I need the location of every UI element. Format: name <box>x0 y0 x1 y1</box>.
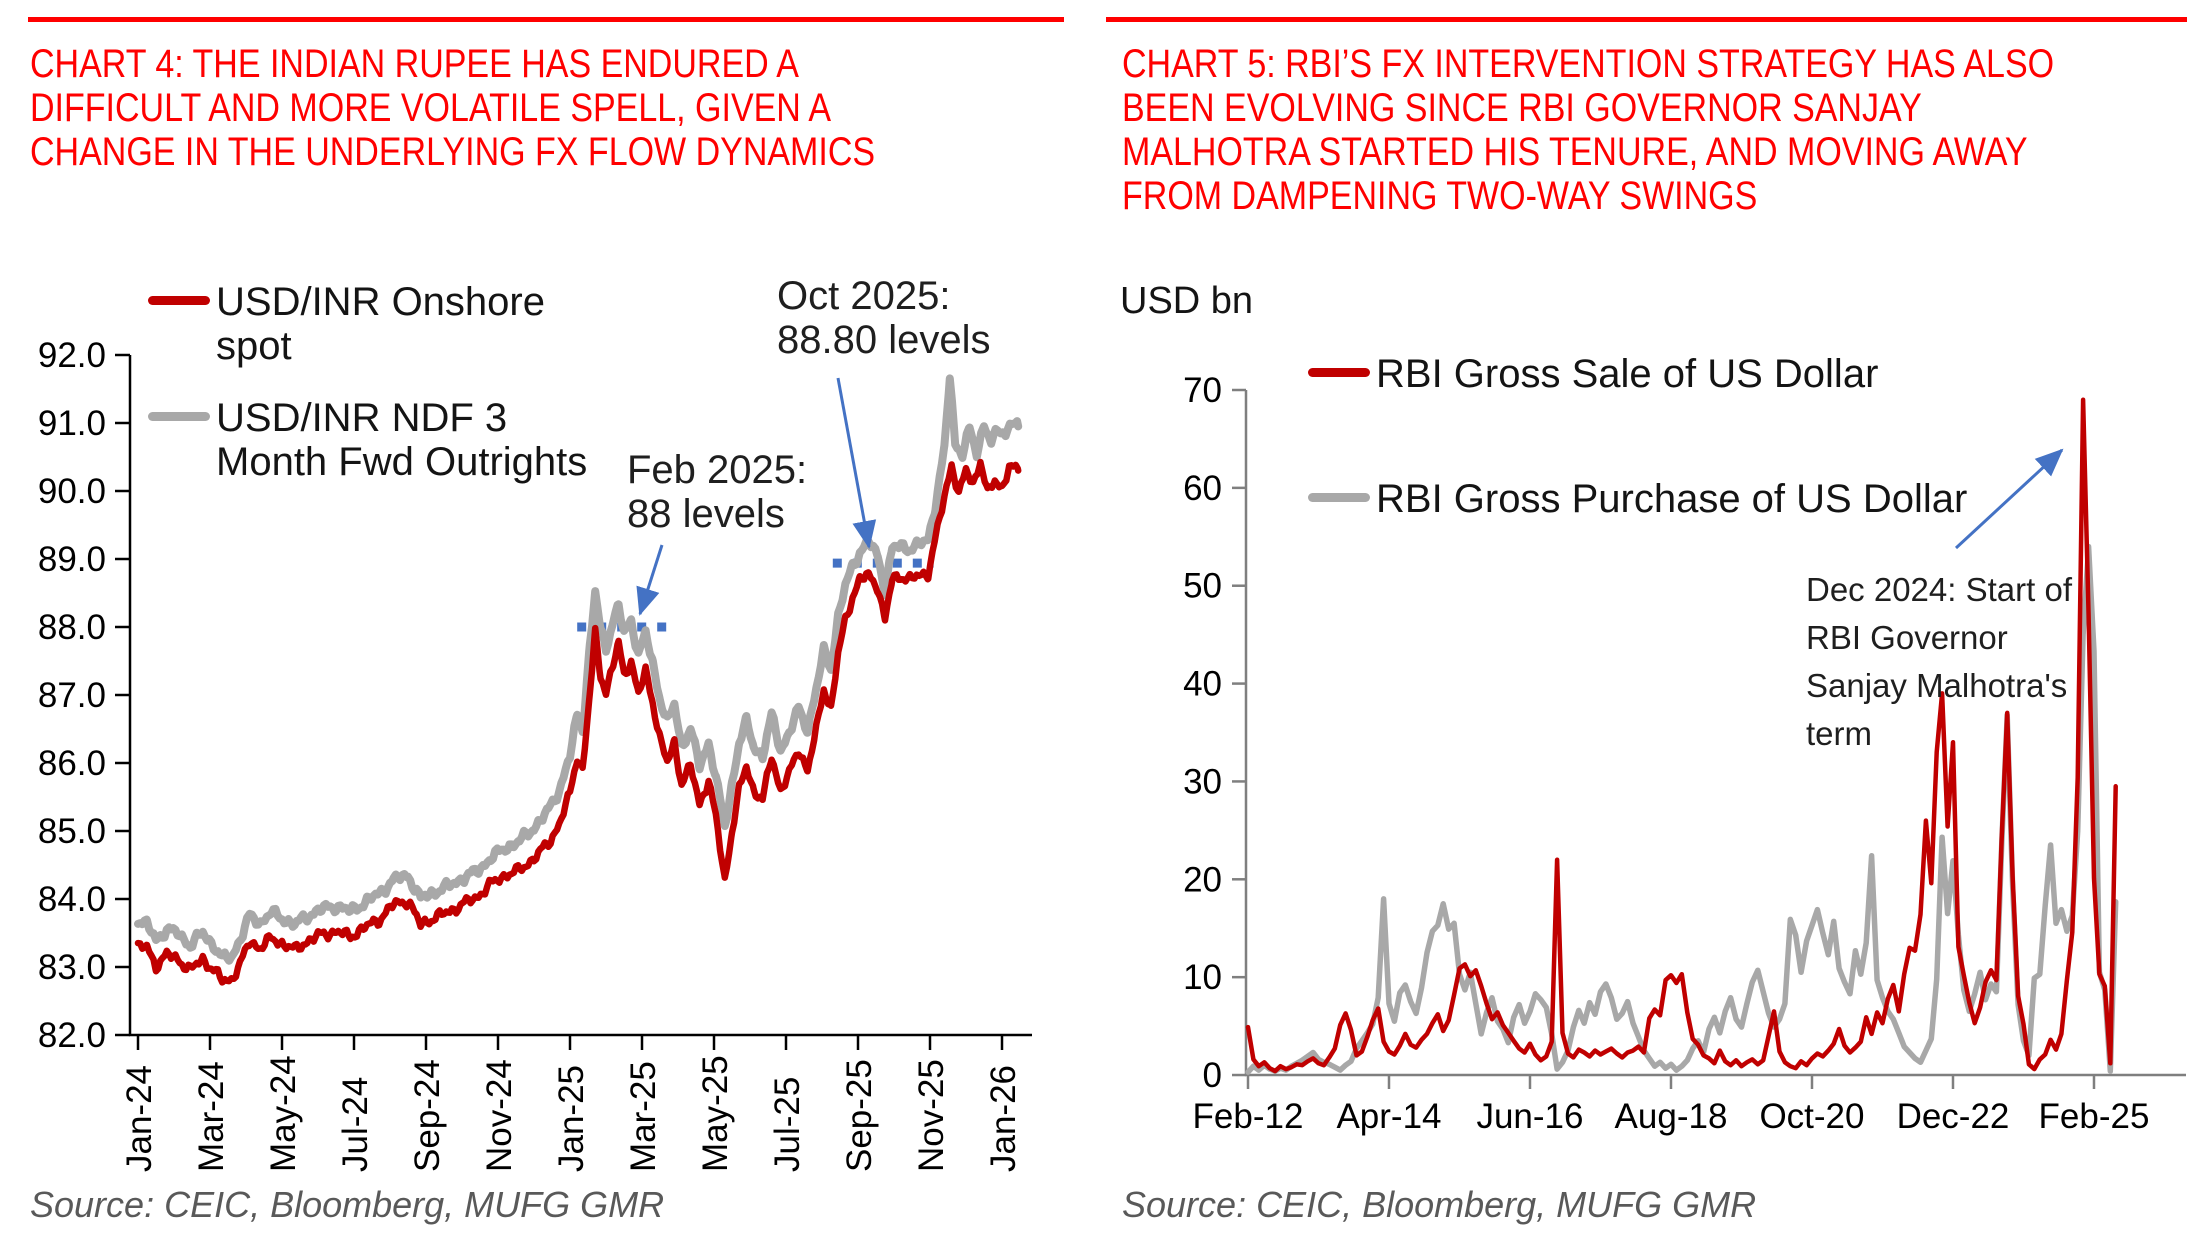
legend-line1: USD/INR NDF 3 <box>216 396 508 440</box>
chart5-title-line1: CHART 5: RBI’S FX INTERVENTION STRATEGY … <box>1122 42 2055 86</box>
y-tick-label: 50 <box>1183 567 1222 606</box>
y-tick-label: 20 <box>1183 860 1222 899</box>
legend-line1: RBI Gross Purchase of US Dollar <box>1376 477 1968 521</box>
legend-line2: Month Fwd Outrights <box>216 440 588 484</box>
annotation-text-line: 88 levels <box>627 492 785 536</box>
chart4-source: Source: CEIC, Bloomberg, MUFG GMR <box>30 1184 665 1225</box>
chart5-title: CHART 5: RBI’S FX INTERVENTION STRATEGY … <box>1122 42 2054 218</box>
chart4-title-line1: CHART 4: THE INDIAN RUPEE HAS ENDURED A <box>30 42 799 86</box>
chart5-source: Source: CEIC, Bloomberg, MUFG GMR <box>1122 1184 1757 1225</box>
legend-line1: RBI Gross Sale of US Dollar <box>1376 352 1879 396</box>
y-tick-label: 92.0 <box>38 336 106 375</box>
legend-swatch-gray-line <box>148 412 210 421</box>
x-tick-label: Feb-12 <box>1193 1097 1304 1136</box>
x-tick-label: Jul-24 <box>336 1077 375 1172</box>
annotation-text-line: RBI Governor <box>1806 619 2008 656</box>
y-tick-label: 86.0 <box>38 744 106 783</box>
y-tick-label: 84.0 <box>38 880 106 919</box>
y-tick-label: 40 <box>1183 665 1222 704</box>
x-tick-label: Jun-16 <box>1476 1097 1583 1136</box>
legend-label: RBI Gross Sale of US Dollar <box>1376 352 1878 396</box>
y-tick-label: 0 <box>1203 1056 1222 1095</box>
left-top-rule <box>28 17 1064 22</box>
usdinr-chart: 82.0 83.0 84.0 85.0 86.0 87.0 88.0 89.0 90.0 91.0… <box>38 336 1032 1172</box>
x-tick-label: Mar-24 <box>192 1061 231 1172</box>
x-tick-label: Jan-25 <box>552 1065 591 1172</box>
annotation-arrow <box>836 377 877 549</box>
rbi-gross-sale-of-us-dollar-line <box>1245 397 2118 1074</box>
x-tick-label: Feb-25 <box>2039 1097 2150 1136</box>
annotation-text-line: Feb 2025: <box>627 448 808 492</box>
annotation-text: Feb 2025: 88 levels <box>627 448 807 536</box>
y-tick-label: 30 <box>1183 762 1222 801</box>
legend-line1: USD/INR Onshore <box>216 280 545 324</box>
x-tick-label: Apr-14 <box>1336 1097 1441 1136</box>
y-tick-label: 88.0 <box>38 608 106 647</box>
legend-swatch-red-line <box>1308 368 1370 377</box>
y-tick-label: 91.0 <box>38 404 106 443</box>
annotation-text-line: Dec 2024: Start of <box>1806 571 2072 608</box>
chart5-title-line2: BEEN EVOLVING SINCE RBI GOVERNOR SANJAY <box>1122 86 1922 130</box>
x-tick-label: Oct-20 <box>1759 1097 1864 1136</box>
x-tick-label: Nov-24 <box>480 1059 519 1172</box>
x-tick-label: Jul-25 <box>768 1077 807 1172</box>
annotation-arrow <box>1954 448 2064 550</box>
legend-label: USD/INR NDF 3 Month Fwd Outrights <box>216 396 587 484</box>
x-tick-label: Mar-25 <box>624 1061 663 1172</box>
y-tick-label: 70 <box>1183 371 1222 410</box>
chart5-title-line4: FROM DAMPENING TWO-WAY SWINGS <box>1122 174 1758 218</box>
usd-inr-ndf-3-month-fwd-outrights-line <box>134 374 1023 965</box>
y-tick-label: 90.0 <box>38 472 106 511</box>
legend-swatch-red-line <box>148 296 210 305</box>
legend-line2: spot <box>216 324 292 368</box>
chart4-title-line2: DIFFICULT AND MORE VOLATILE SPELL, GIVEN… <box>30 86 832 130</box>
x-tick-label: Sep-25 <box>840 1059 879 1172</box>
x-tick-label: Sep-24 <box>408 1059 447 1172</box>
legend-label: USD/INR Onshore spot <box>216 280 545 368</box>
x-tick-label: Aug-18 <box>1615 1097 1728 1136</box>
y-tick-label: 87.0 <box>38 676 106 715</box>
x-tick-label: Jan-24 <box>120 1065 159 1172</box>
annotation-text-line: Sanjay Malhotra's <box>1806 667 2068 704</box>
y-tick-label: 85.0 <box>38 812 106 851</box>
usd-inr-onshore-spot-line <box>134 458 1022 986</box>
rbi-intervention-chart: 0 10 20 30 40 50 60 70 Feb-12 Apr-14 Jun-16 Aug-18 O… <box>1183 371 2186 1136</box>
chart4-title: CHART 4: THE INDIAN RUPEE HAS ENDURED A … <box>30 42 875 174</box>
x-tick-label: Dec-22 <box>1897 1097 2010 1136</box>
y-tick-label: 83.0 <box>38 948 106 987</box>
usd-bn-axis-label: USD bn <box>1120 280 1254 322</box>
x-tick-label: May-25 <box>696 1055 735 1172</box>
y-tick-label: 82.0 <box>38 1016 106 1055</box>
right-top-rule <box>1106 17 2187 22</box>
chart4-title-line3: CHANGE IN THE UNDERLYING FX FLOW DYNAMIC… <box>30 130 876 174</box>
y-tick-label: 89.0 <box>38 540 106 579</box>
y-tick-label: 10 <box>1183 958 1222 997</box>
legend-swatch-gray-line <box>1308 493 1370 502</box>
annotation-text-line: Oct 2025: <box>777 274 951 318</box>
x-tick-label: Nov-25 <box>912 1059 951 1172</box>
annotation-text: Dec 2024: Start of RBI Governor Sanjay Mal… <box>1806 566 2072 758</box>
y-tick-label: 60 <box>1183 469 1222 508</box>
annotation-arrow <box>636 544 664 616</box>
annotation-text: Oct 2025: 88.80 levels <box>777 274 990 362</box>
annotation-text-line: 88.80 levels <box>777 318 991 362</box>
legend-label: RBI Gross Purchase of US Dollar <box>1376 477 1967 521</box>
x-tick-label: May-24 <box>264 1055 303 1172</box>
x-tick-label: Jan-26 <box>984 1065 1023 1172</box>
chart5-title-line3: MALHOTRA STARTED HIS TENURE, AND MOVING … <box>1122 130 2028 174</box>
annotation-text-line: term <box>1806 715 1872 752</box>
